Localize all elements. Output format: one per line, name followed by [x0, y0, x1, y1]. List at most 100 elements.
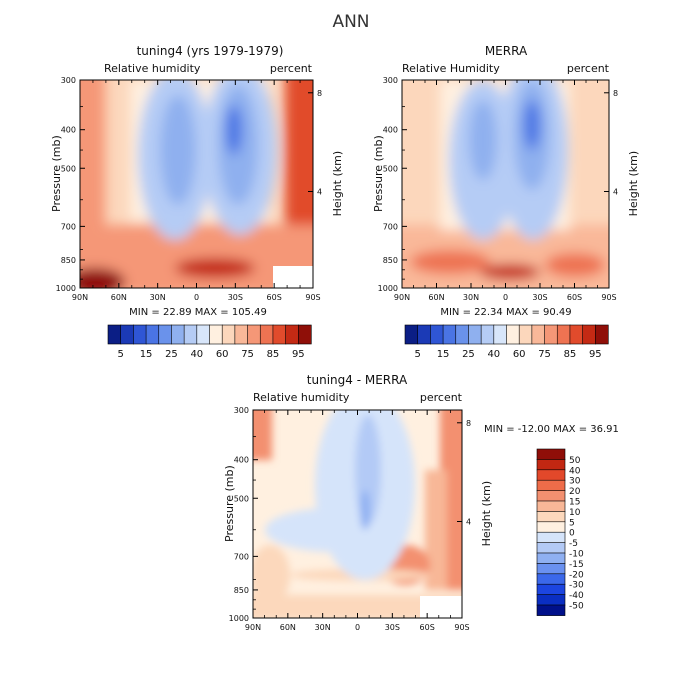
- difference-colorbar-label-6: 5: [569, 518, 575, 528]
- panel-difference-ytick-400: 400: [234, 456, 249, 465]
- panel-merra-xtick-0: 0: [503, 293, 508, 302]
- panel-merra-ytick-500: 500: [383, 164, 398, 173]
- tuning4-colorbar-box-4: [158, 324, 173, 345]
- difference-colorbar-box-6: [536, 511, 566, 523]
- panel-tuning4-xtick-0: 0: [194, 293, 199, 302]
- panel-difference-ytick-700: 700: [234, 552, 249, 561]
- panel-tuning4-stats: MIN = 22.89 MAX = 105.49: [129, 307, 267, 318]
- panel-difference-xtick-30N: 30N: [315, 623, 331, 632]
- tuning4-colorbar-label-95: 95: [292, 349, 305, 360]
- panel-difference-ytick-1000: 1000: [229, 614, 249, 623]
- panel-difference-y2tick-8: 8: [466, 419, 471, 428]
- difference-colorbar-box-0: [536, 448, 566, 460]
- panel-difference-xtick-90S: 90S: [454, 623, 469, 632]
- difference-colorbar-label-10: -15: [569, 560, 584, 570]
- merra-colorbar-label-5: 5: [415, 349, 421, 360]
- panel-merra-stats: MIN = 22.34 MAX = 90.49: [440, 307, 571, 318]
- tuning4-colorbar-box-15: [298, 324, 312, 345]
- merra-colorbar-label-85: 85: [564, 349, 577, 360]
- panel-merra-ylabel: Pressure (mb): [372, 135, 385, 212]
- merra-colorbar-box-1: [417, 324, 431, 345]
- panel-difference-ytick-300: 300: [234, 406, 249, 415]
- panel-difference-ytick-500: 500: [234, 494, 249, 503]
- panel-merra-xtick-90N: 90N: [394, 293, 410, 302]
- panel-merra: MERRA Relative Humidity percent: [401, 44, 610, 289]
- figure-title: ANN: [332, 12, 369, 32]
- panel-tuning4-ytick-850: 850: [61, 256, 76, 265]
- tuning4-colorbar-box-10: [234, 324, 249, 345]
- merra-colorbar-label-60: 60: [513, 349, 526, 360]
- difference-colorbar-box-9: [536, 542, 566, 554]
- panel-tuning4-xtick-30S: 30S: [228, 293, 243, 302]
- panel-difference-y2tick-4: 4: [466, 518, 471, 527]
- panel-merra-xtick-90S: 90S: [601, 293, 616, 302]
- difference-colorbar-label-0: 50: [569, 456, 581, 466]
- difference-colorbar-box-2: [536, 469, 566, 481]
- merra-colorbar-box-8: [506, 324, 520, 345]
- panel-merra-ytick-700: 700: [383, 222, 398, 231]
- difference-colorbar-label-12: -30: [569, 581, 584, 591]
- difference-colorbar-box-5: [536, 500, 566, 512]
- panel-tuning4-xtick-60N: 60N: [111, 293, 127, 302]
- panel-difference-xtick-60S: 60S: [420, 623, 435, 632]
- difference-colorbar-box-13: [536, 583, 566, 596]
- merra-colorbar-label-40: 40: [487, 349, 500, 360]
- tuning4-colorbar-box-11: [247, 324, 261, 345]
- panel-merra-ytick-1000: 1000: [378, 284, 398, 293]
- tuning4-colorbar-label-40: 40: [190, 349, 203, 360]
- difference-colorbar-box-10: [536, 552, 566, 564]
- panel-tuning4-ytick-1000: 1000: [56, 284, 76, 293]
- panel-difference-ytick-850: 850: [234, 586, 249, 595]
- difference-colorbar-box-7: [536, 521, 566, 533]
- panel-difference-variable: Relative humidity: [253, 391, 350, 404]
- panel-merra-xtick-60S: 60S: [567, 293, 582, 302]
- difference-colorbar-box-11: [536, 563, 566, 575]
- difference-colorbar-box-14: [536, 594, 566, 606]
- tuning4-colorbar-label-5: 5: [118, 349, 124, 360]
- difference-colorbar-label-1: 40: [569, 466, 581, 476]
- panel-merra-ytick-400: 400: [383, 126, 398, 135]
- difference-colorbar-box-3: [536, 479, 566, 492]
- tuning4-colorbar-label-15: 15: [140, 349, 153, 360]
- tuning4-colorbar-box-0: [107, 324, 122, 345]
- panel-merra-field: [402, 80, 609, 288]
- panel-tuning4-title: tuning4 (yrs 1979-1979): [137, 44, 284, 58]
- panel-tuning4-xtick-90N: 90N: [72, 293, 88, 302]
- panel-merra-xtick-60N: 60N: [428, 293, 444, 302]
- merra-colorbar-box-10: [531, 324, 546, 345]
- difference-colorbar-label-3: 20: [569, 487, 581, 497]
- merra-colorbar-box-4: [455, 324, 470, 345]
- difference-colorbar-box-8: [536, 531, 566, 544]
- tuning4-colorbar-label-75: 75: [241, 349, 254, 360]
- tuning4-colorbar-box-8: [209, 324, 223, 345]
- panel-merra-y2tick-4: 4: [613, 188, 618, 197]
- difference-colorbar-label-9: -10: [569, 550, 584, 560]
- panel-tuning4-xtick-30N: 30N: [150, 293, 166, 302]
- merra-colorbar-label-95: 95: [589, 349, 602, 360]
- panel-tuning4-ytick-400: 400: [61, 126, 76, 135]
- panel-merra-units: percent: [567, 62, 610, 75]
- difference-colorbar-label-8: -5: [569, 539, 578, 549]
- tuning4-colorbar-box-6: [183, 324, 198, 345]
- difference-colorbar-label-14: -50: [569, 602, 584, 612]
- panel-tuning4-field: [80, 80, 313, 288]
- panel-tuning4-y2tick-4: 4: [317, 188, 322, 197]
- merra-colorbar-box-12: [556, 324, 571, 345]
- tuning4-colorbar-label-85: 85: [267, 349, 280, 360]
- panel-difference-units: percent: [420, 391, 463, 404]
- merra-colorbar-box-3: [442, 324, 457, 345]
- panel-merra-y2label: Height (km): [627, 151, 640, 217]
- panel-merra-ytick-850: 850: [383, 256, 398, 265]
- panel-merra-xtick-30S: 30S: [532, 293, 547, 302]
- panel-tuning4-y2label: Height (km): [331, 151, 344, 217]
- merra-colorbar-box-0: [404, 324, 419, 345]
- tuning4-colorbar-box-7: [196, 324, 211, 345]
- panel-tuning4-xtick-90S: 90S: [305, 293, 320, 302]
- tuning4-colorbar-box-13: [272, 324, 287, 345]
- merra-colorbar-box-6: [480, 324, 495, 345]
- panel-merra-ytick-300: 300: [383, 76, 398, 85]
- merra-colorbar-box-9: [518, 324, 533, 345]
- difference-colorbar-box-4: [536, 490, 566, 502]
- tuning4-colorbar-box-2: [133, 324, 147, 345]
